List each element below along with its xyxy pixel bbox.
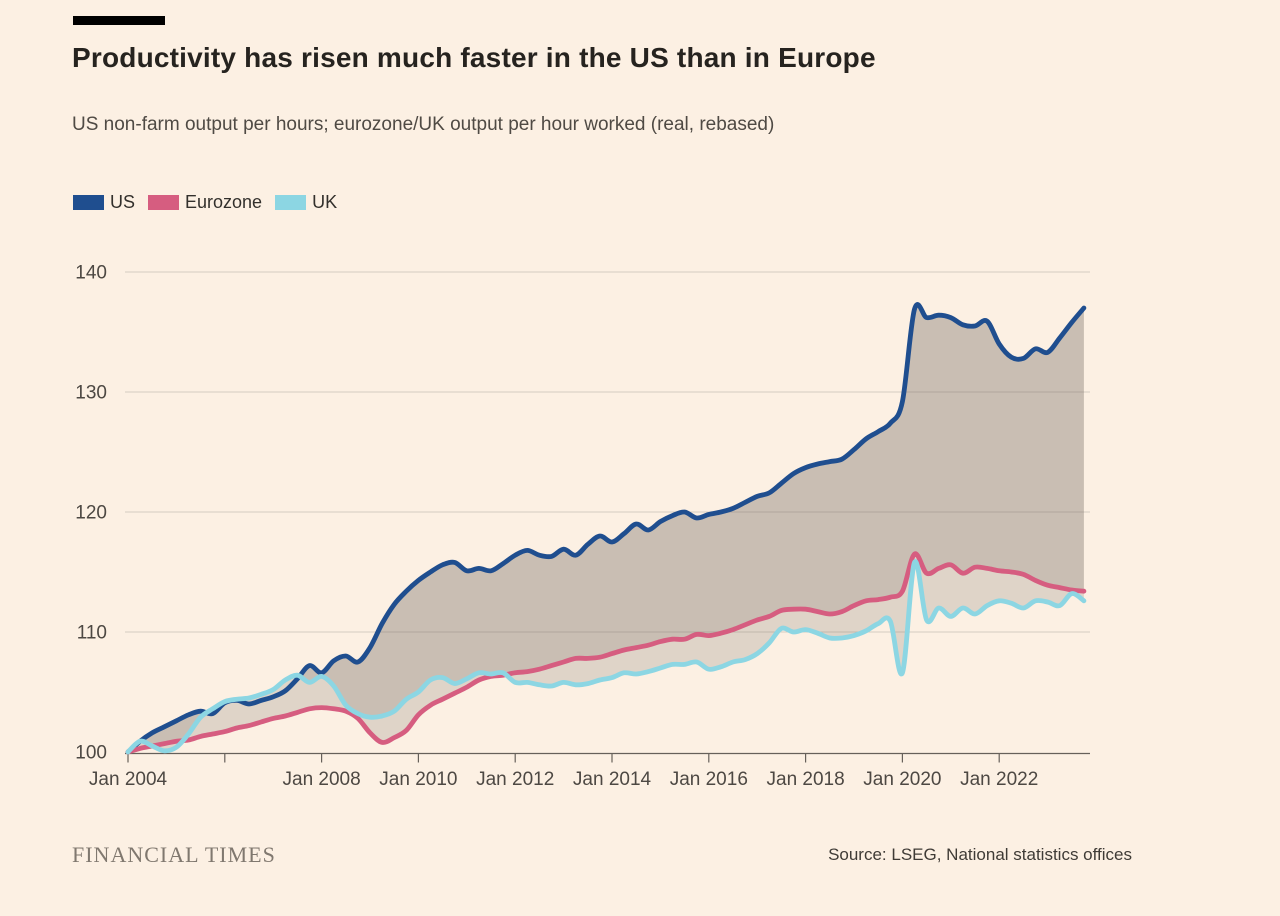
y-tick-label-130: 130 <box>75 383 107 404</box>
legend-label: UK <box>312 192 338 212</box>
legend-item-uk: UK <box>275 192 337 213</box>
chart-title: Productivity has risen much faster in th… <box>72 42 876 73</box>
x-tick-label-2014: Jan 2014 <box>573 769 652 790</box>
ft-accent-bar <box>73 16 165 25</box>
us-uk-gap-band <box>128 304 1084 752</box>
y-tick-label-120: 120 <box>75 503 107 524</box>
chart-subtitle: US non-farm output per hours; eurozone/U… <box>72 114 775 135</box>
y-tick-label-100: 100 <box>75 743 107 764</box>
chart-legend: US Eurozone UK <box>73 192 350 213</box>
legend-swatch-us <box>73 195 104 210</box>
us-eurozone-gap-band <box>128 304 1084 752</box>
legend-swatch-uk <box>275 195 307 210</box>
x-tick-label-2004: Jan 2004 <box>89 769 168 790</box>
financial-times-logo: FINANCIAL TIMES <box>72 842 276 867</box>
legend-item-us: US <box>73 192 135 213</box>
us-line <box>125 302 1087 755</box>
x-tick-label-2018: Jan 2018 <box>767 769 845 790</box>
legend-item-eurozone: Eurozone <box>148 192 262 213</box>
source-note: Source: LSEG, National statistics office… <box>828 845 1132 864</box>
legend-label: US <box>110 192 136 212</box>
legend-label: Eurozone <box>185 192 263 212</box>
x-tick-label-2016: Jan 2016 <box>670 769 748 790</box>
uk-line <box>125 559 1087 755</box>
y-tick-label-140: 140 <box>75 263 107 284</box>
x-tick-label-2008: Jan 2008 <box>283 769 361 790</box>
x-tick-label-2010: Jan 2010 <box>379 769 457 790</box>
x-tick-label-2012: Jan 2012 <box>476 769 554 790</box>
x-tick-label-2022: Jan 2022 <box>960 769 1038 790</box>
y-tick-label-110: 110 <box>77 623 107 644</box>
x-tick-label-2020: Jan 2020 <box>863 769 941 790</box>
legend-swatch-eurozone <box>148 195 180 210</box>
eurozone-line <box>125 551 1087 755</box>
